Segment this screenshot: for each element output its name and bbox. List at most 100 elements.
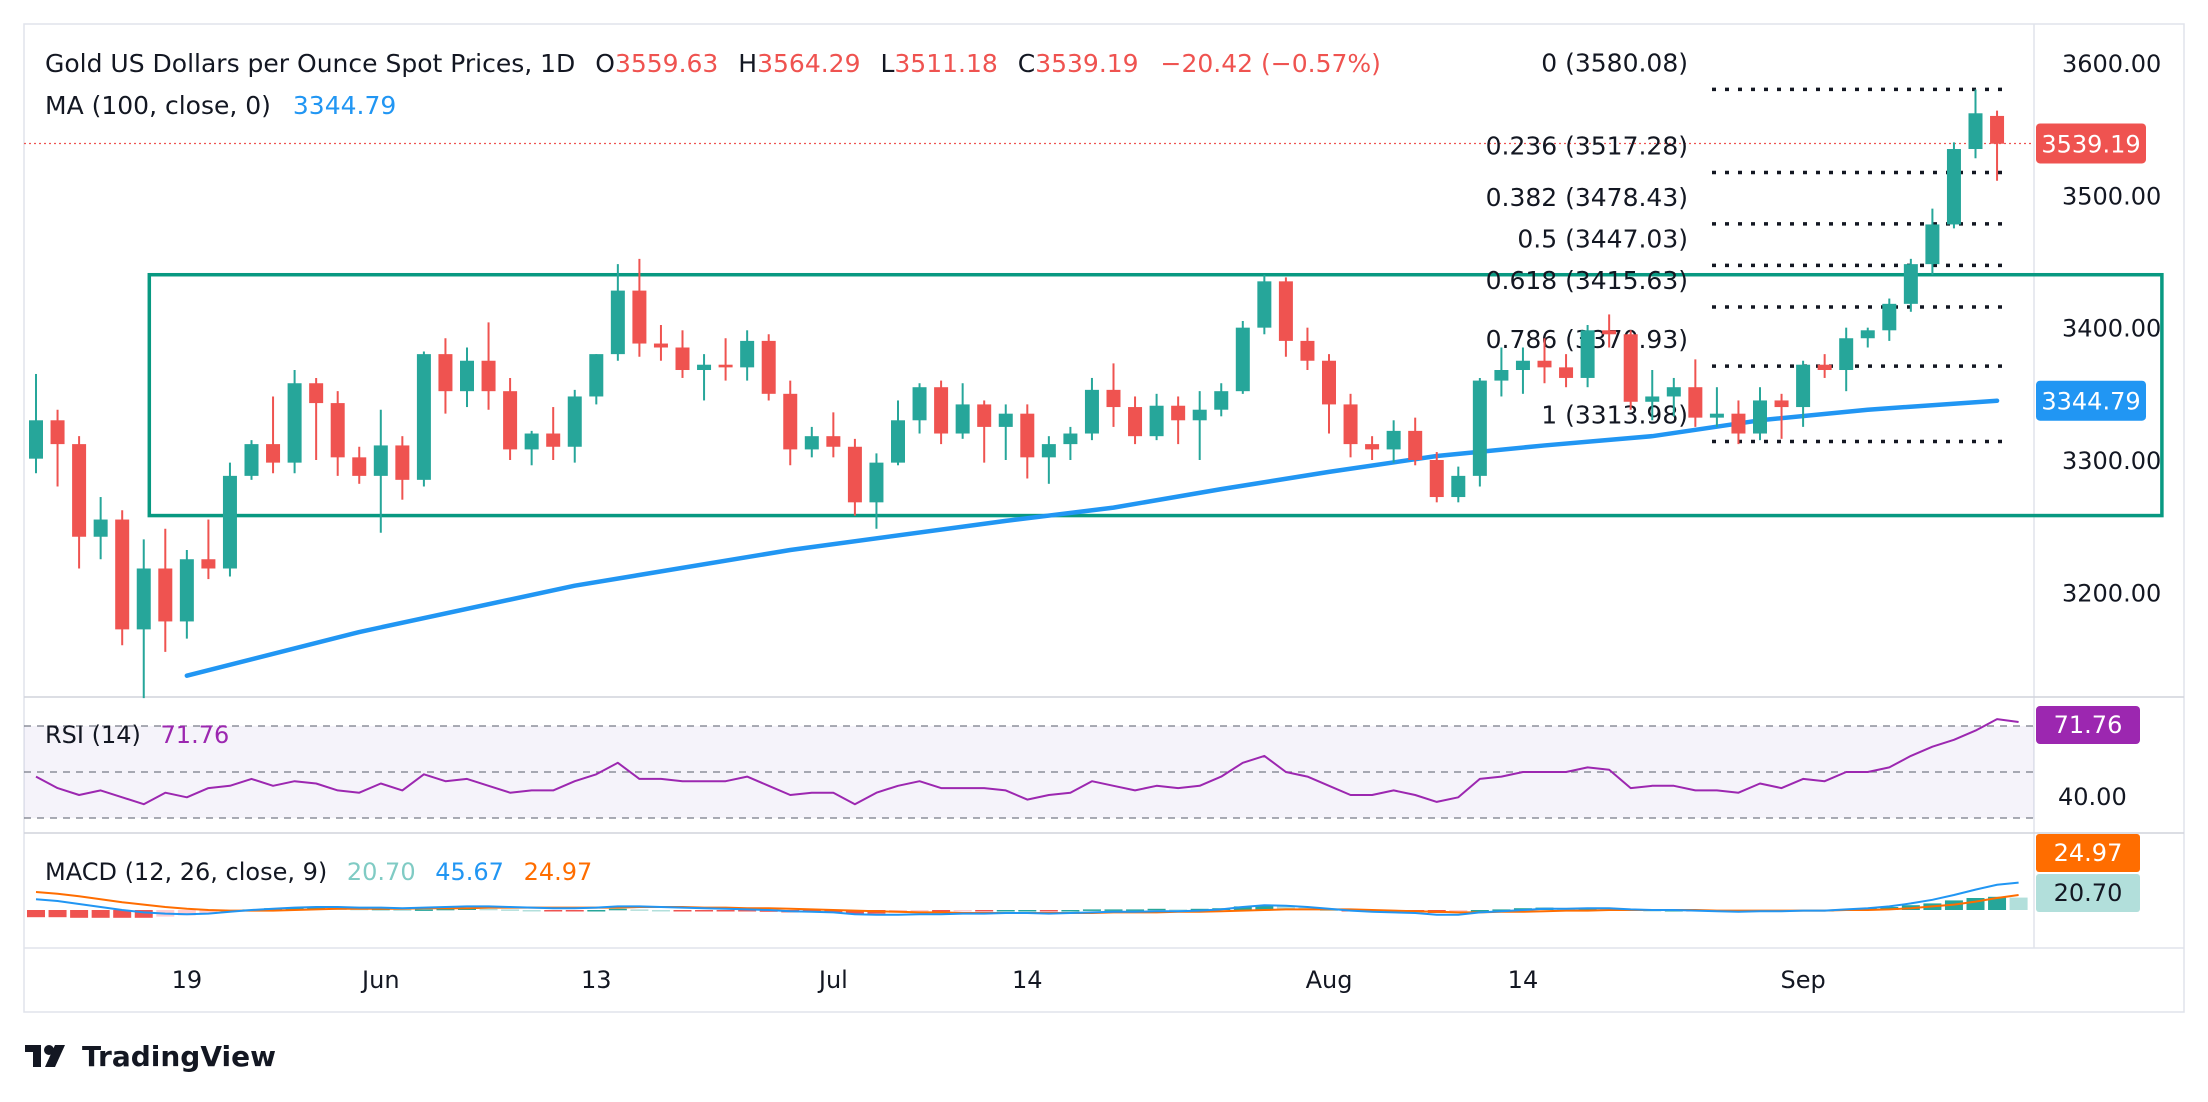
candle: [1990, 110, 2005, 181]
candle-body: [72, 444, 87, 537]
candle-body: [1084, 389, 1099, 434]
candle-body: [524, 433, 539, 450]
candle: [955, 383, 970, 439]
candle: [1214, 383, 1229, 417]
candle: [891, 400, 905, 466]
candle-body: [266, 444, 281, 463]
macd-histogram-bar: [1169, 909, 1188, 911]
candle: [136, 539, 151, 699]
candle-body: [567, 396, 582, 447]
candle-body: [29, 420, 43, 459]
candle-body: [1925, 224, 1940, 265]
candle-body: [503, 391, 518, 450]
candle: [1925, 208, 1940, 275]
tradingview-logo-text: TradingView: [82, 1040, 276, 1073]
candle-body: [977, 404, 992, 427]
macd-histogram-bar: [716, 910, 735, 912]
macd-histogram-bar: [1492, 909, 1511, 911]
candle: [201, 519, 216, 580]
macd-histogram-bar: [1018, 910, 1037, 912]
candle-body: [1688, 387, 1703, 418]
candle: [1580, 325, 1595, 388]
candle: [740, 330, 755, 381]
macd-histogram-bar: [48, 910, 67, 918]
candle: [1429, 452, 1444, 503]
macd-histogram-bar: [630, 909, 649, 911]
candle: [1084, 377, 1099, 441]
candle-body: [1020, 413, 1035, 458]
candle-body: [761, 340, 776, 394]
candle: [179, 549, 194, 639]
candle-body: [309, 383, 324, 404]
candle: [1451, 466, 1466, 503]
candle-body: [438, 354, 453, 392]
candle: [222, 462, 237, 577]
candle-body: [1365, 444, 1380, 450]
candle-body: [1451, 475, 1466, 498]
macd-histogram-bar: [1988, 896, 2007, 910]
candle: [503, 377, 518, 460]
candle: [1688, 359, 1703, 427]
price-tick-label: 3400.00: [2062, 315, 2161, 343]
candle: [1968, 89, 1983, 159]
candle: [1257, 274, 1272, 335]
candle-body: [675, 347, 690, 371]
macd-histogram-bar: [673, 910, 692, 912]
candle-body: [1343, 404, 1358, 445]
rsi-value: 71.76: [161, 721, 230, 749]
time-tick-label: 13: [581, 966, 612, 994]
candle: [1796, 360, 1811, 427]
candle: [266, 396, 281, 474]
consolidation-box: [147, 272, 2164, 518]
candle-body: [1817, 364, 1832, 371]
change-value: −20.42 (−0.57%): [1161, 49, 1381, 78]
candle: [1602, 314, 1617, 348]
macd-histogram-bar: [1190, 908, 1209, 911]
candle-body: [1171, 405, 1186, 421]
chart-frame: [23, 23, 2185, 1013]
candle: [998, 404, 1013, 460]
candle-body: [1128, 407, 1143, 437]
price-tick-label: 3300.00: [2062, 447, 2161, 475]
macd-histogram-bar: [436, 908, 455, 911]
candle-body: [1774, 400, 1789, 408]
candle-body: [1882, 303, 1897, 331]
candle: [761, 334, 776, 401]
macd-histogram-bar: [1276, 906, 1295, 910]
candle-body: [1709, 413, 1724, 418]
candle: [1192, 391, 1207, 460]
candle-body: [1839, 338, 1854, 371]
macd-histogram-bar: [996, 910, 1015, 912]
candle-body: [998, 413, 1013, 427]
candle-body: [1946, 149, 1961, 225]
time-tick-label: Aug: [1306, 966, 1353, 994]
candle-body: [847, 446, 862, 503]
candle-body: [912, 387, 927, 421]
candle: [244, 440, 259, 480]
fib-level-label: 0.236 (3517.28): [1486, 131, 1688, 160]
candle: [1515, 347, 1530, 394]
macd-histogram-bar: [177, 910, 196, 916]
macd-histogram-bar: [414, 909, 433, 911]
fib-level-label: 0 (3580.08): [1541, 48, 1688, 77]
macd-histogram-bar: [953, 910, 972, 912]
macd-signal-badge-text: 24.97: [2054, 839, 2123, 867]
candle-body: [1645, 396, 1660, 402]
price-axis-ticks: 3200.00 3300.00 3400.00 3500.00 3600.00: [2062, 50, 2161, 607]
candle: [1106, 363, 1121, 427]
open-value: 3559.63: [615, 49, 718, 78]
time-tick-label: Jun: [360, 966, 400, 994]
candle-body: [589, 354, 604, 397]
time-tick-label: Sep: [1780, 966, 1825, 994]
price-tick-label: 3200.00: [2062, 579, 2161, 607]
candle-body: [1214, 391, 1229, 410]
candle: [1666, 377, 1681, 417]
candle: [524, 430, 539, 466]
macd-histogram-bar: [1449, 910, 1468, 913]
macd-histogram-bar: [1061, 910, 1080, 912]
macd-histogram-bar: [587, 910, 606, 912]
candle: [1903, 258, 1918, 312]
candle: [352, 446, 367, 484]
